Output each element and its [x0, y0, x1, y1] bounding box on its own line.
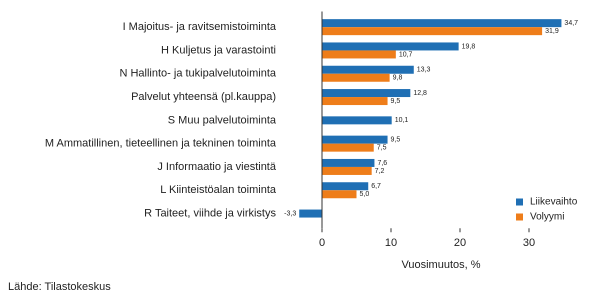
- value-label: 34,7: [564, 20, 578, 27]
- y-tick-label: N Hallinto- ja tukipalvelutoiminta: [119, 68, 276, 80]
- bar: [322, 166, 372, 175]
- y-tick-label: J Informaatio ja viestintä: [157, 161, 276, 173]
- y-tick-label: L Kiinteistöalan toiminta: [160, 184, 277, 196]
- value-label: 10,7: [399, 51, 413, 58]
- bar: [322, 143, 374, 152]
- value-label: 19,8: [462, 43, 476, 50]
- legend-swatch: [516, 198, 523, 206]
- x-axis-label: Vuosimuutos, %: [401, 259, 480, 271]
- value-label: 13,3: [417, 67, 431, 74]
- source-note: Lähde: Tilastokeskus: [8, 281, 111, 293]
- y-tick-label: H Kuljetus ja varastointi: [161, 44, 276, 56]
- bar: [322, 50, 396, 59]
- value-label: 9,8: [393, 75, 403, 82]
- bar: [322, 89, 411, 98]
- bar: [322, 182, 369, 191]
- y-tick-label: I Majoitus- ja ravitsemistoiminta: [123, 21, 277, 33]
- value-label: 6,7: [371, 183, 381, 190]
- bar: [322, 42, 459, 51]
- bar: [322, 73, 390, 82]
- bar: [299, 209, 322, 218]
- value-label: 9,5: [391, 98, 401, 105]
- value-label: 12,8: [413, 90, 427, 97]
- value-label: -3,3: [284, 210, 296, 217]
- value-label: 31,9: [545, 28, 559, 35]
- bar: [322, 135, 388, 144]
- value-label: 9,5: [391, 136, 401, 143]
- legend-label: Liikevaihto: [530, 197, 578, 208]
- value-label: 7,2: [375, 168, 385, 175]
- value-label: 7,6: [377, 160, 387, 167]
- x-tick-label: 30: [523, 237, 535, 249]
- legend-swatch: [516, 213, 523, 221]
- bar: [322, 116, 392, 125]
- legend-label: Volyymi: [530, 212, 564, 223]
- y-tick-label: S Muu palvelutoiminta: [168, 114, 277, 126]
- y-tick-label: Palvelut yhteensä (pl.kauppa): [131, 91, 276, 103]
- y-tick-label: R Taiteet, viihde ja virkistys: [144, 207, 276, 219]
- bar: [322, 97, 388, 106]
- bar: [322, 158, 375, 167]
- y-tick-label: M Ammatillinen, tieteellinen ja tekninen…: [45, 138, 277, 150]
- x-tick-label: 20: [454, 237, 466, 249]
- bar: [322, 19, 562, 28]
- x-tick-label: 0: [319, 237, 325, 249]
- value-label: 7,5: [377, 144, 387, 151]
- bar: [322, 190, 357, 199]
- bar: [322, 27, 543, 36]
- value-label: 5,0: [360, 191, 370, 198]
- bar: [322, 65, 414, 74]
- value-label: 10,1: [395, 117, 409, 124]
- x-tick-label: 10: [385, 237, 397, 249]
